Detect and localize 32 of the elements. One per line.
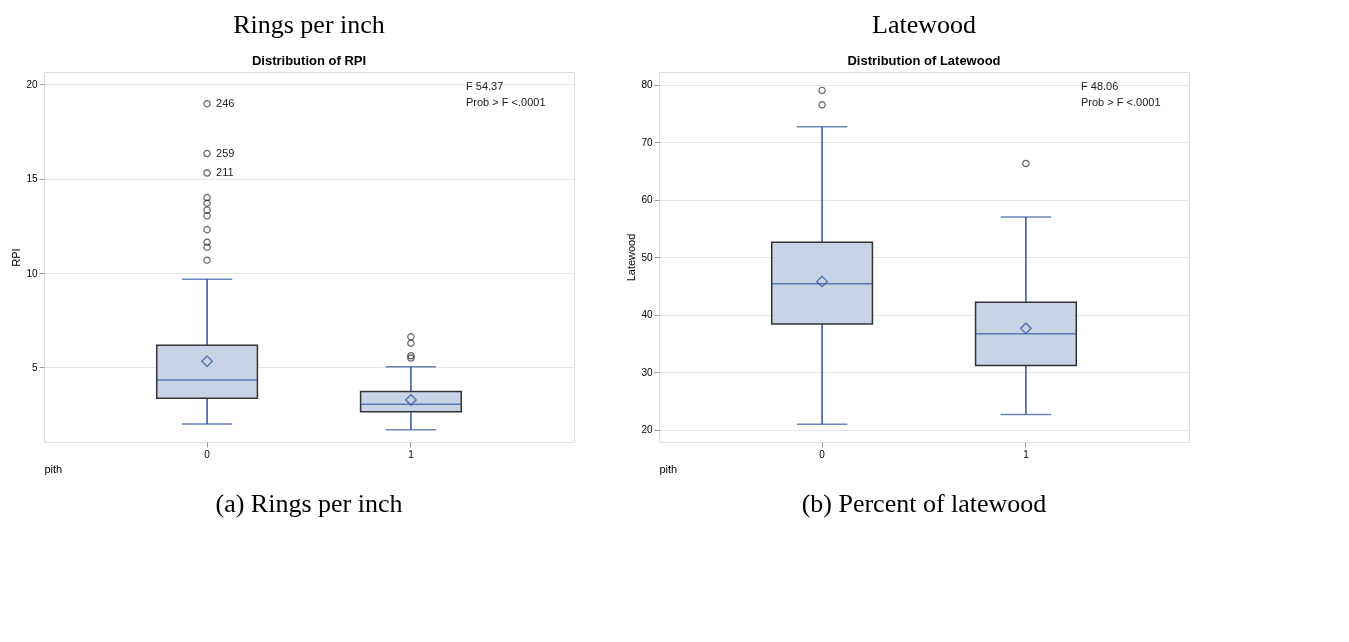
x-tick-label: 0 bbox=[204, 448, 211, 460]
y-tick-label: 15 bbox=[26, 173, 38, 185]
chart-title: Distribution of Latewood bbox=[847, 53, 1001, 68]
annotation: F 48.06 bbox=[1081, 80, 1119, 92]
annotation: F 54.37 bbox=[466, 80, 504, 92]
y-axis-title: RPI bbox=[10, 248, 23, 267]
annotation: Prob > F <.0001 bbox=[466, 96, 546, 108]
y-tick-label: 20 bbox=[641, 424, 653, 436]
annotation: 211 bbox=[216, 165, 234, 178]
x-axis-title: pith bbox=[44, 462, 63, 475]
x-tick-label: 1 bbox=[408, 448, 415, 460]
chart-title: Distribution of RPI bbox=[251, 53, 367, 68]
x-tick-label: 0 bbox=[819, 448, 826, 460]
y-tick-label: 5 bbox=[31, 361, 38, 373]
annotation: 246 bbox=[216, 96, 235, 109]
text: Latewood bbox=[872, 10, 976, 39]
y-tick-label: 40 bbox=[641, 309, 653, 321]
text: (a) Rings per inch bbox=[215, 489, 403, 518]
annotation: Prob > F <.0001 bbox=[1081, 96, 1161, 108]
y-tick-label: 30 bbox=[641, 366, 653, 378]
annotation: 259 bbox=[216, 146, 235, 159]
y-tick-label: 70 bbox=[641, 136, 653, 148]
y-tick-label: 60 bbox=[641, 194, 653, 206]
x-tick-label: 1 bbox=[1023, 448, 1030, 460]
y-tick-label: 20 bbox=[26, 78, 38, 90]
y-axis-title: Latewood bbox=[625, 233, 638, 282]
y-tick-label: 50 bbox=[641, 251, 653, 263]
y-tick-label: 10 bbox=[26, 267, 38, 279]
x-axis-title: pith bbox=[659, 462, 678, 475]
text: Rings per inch bbox=[233, 10, 385, 39]
text: (b) Percent of latewood bbox=[801, 489, 1047, 518]
y-tick-label: 80 bbox=[641, 79, 653, 91]
